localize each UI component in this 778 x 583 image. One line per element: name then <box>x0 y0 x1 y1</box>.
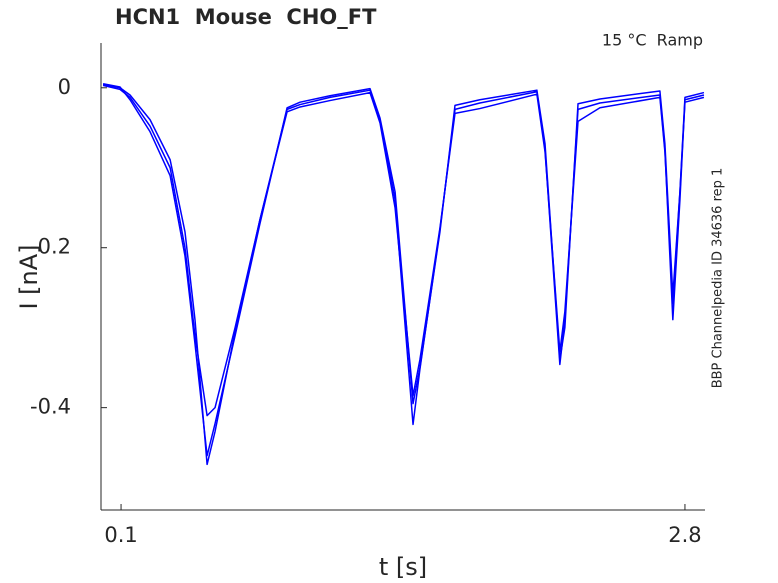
y-tick-label: 0 <box>58 75 71 99</box>
y-axis-label: I [nA] <box>15 244 43 309</box>
y-tick-label: -0.4 <box>30 395 71 419</box>
side-note: BBP Channelpedia ID 34636 rep 1 <box>711 168 726 389</box>
annotation: 15 °C Ramp <box>602 31 703 50</box>
trace <box>102 83 705 466</box>
x-tick-label: 0.1 <box>104 523 137 547</box>
trace <box>102 83 705 457</box>
chart-title: HCN1 Mouse CHO_FT <box>115 5 377 29</box>
x-axis-label: t [s] <box>379 553 427 581</box>
x-tick-label: 2.8 <box>668 523 701 547</box>
y-tick-label: -0.2 <box>30 235 71 259</box>
